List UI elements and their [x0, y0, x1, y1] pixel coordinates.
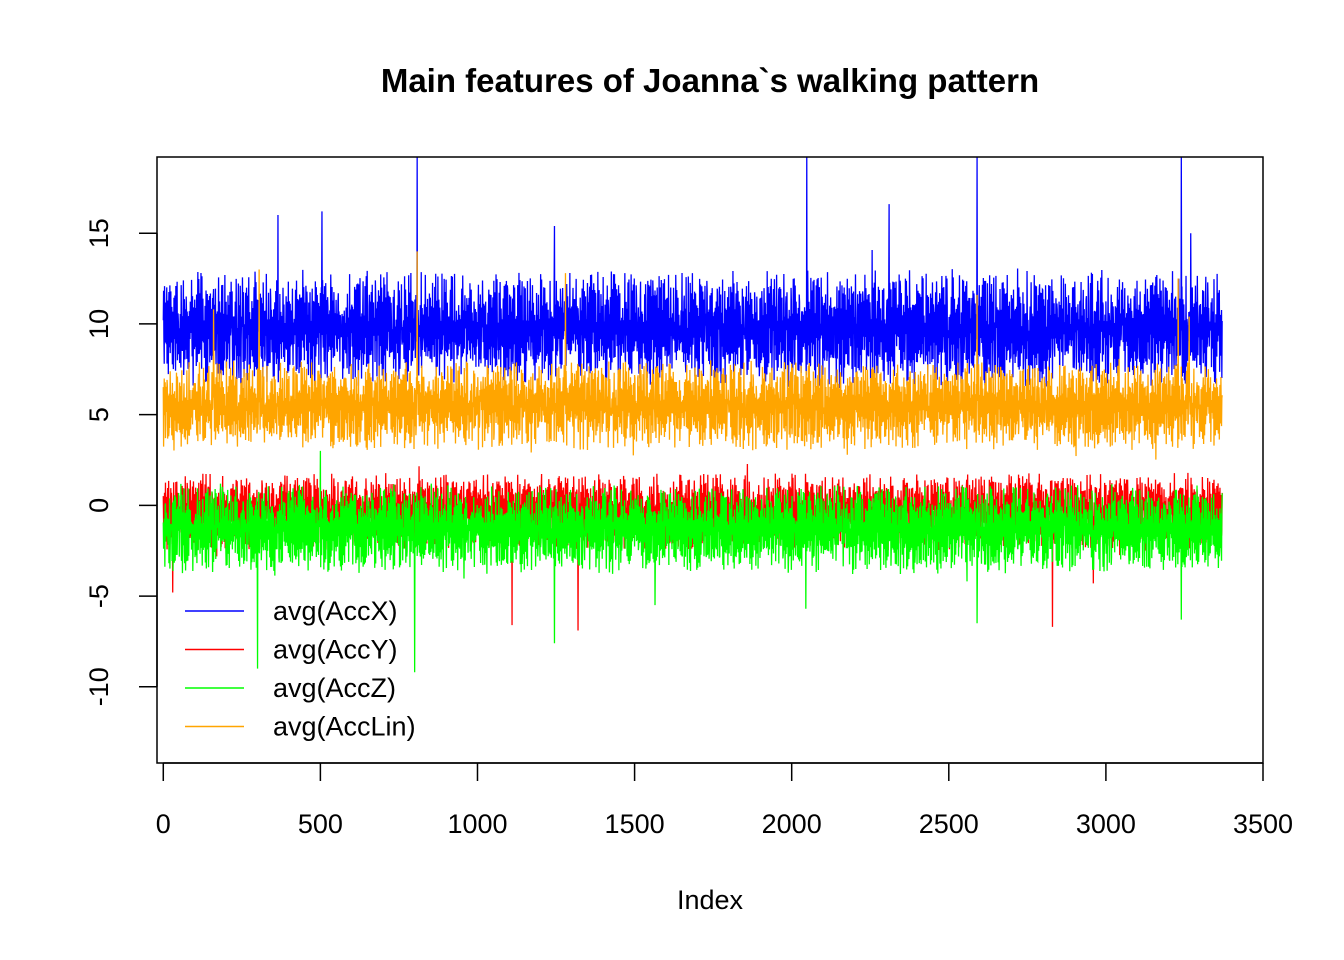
legend-label: avg(AccX): [273, 596, 398, 626]
chart-title: Main features of Joanna`s walking patter…: [381, 62, 1039, 99]
series-layer: [162, 157, 1223, 673]
x-tick-label: 500: [298, 809, 343, 839]
x-tick-label: 1000: [447, 809, 507, 839]
y-tick-label: 15: [84, 218, 114, 248]
y-tick-label: 10: [84, 309, 114, 339]
series-line-3: [162, 450, 1223, 673]
legend-label: avg(AccLin): [273, 712, 416, 742]
y-tick-label: 0: [84, 498, 114, 513]
x-tick-label: 2000: [762, 809, 822, 839]
x-tick-label: 0: [156, 809, 171, 839]
series-line-1: [162, 157, 1223, 388]
y-axis: -10 -5 0 5 10 15: [84, 218, 158, 706]
y-tick-label: -10: [84, 667, 114, 706]
x-tick-label: 3500: [1233, 809, 1293, 839]
y-tick-label: 5: [84, 407, 114, 422]
legend-label: avg(AccZ): [273, 673, 396, 703]
x-axis: 0 500 1000 1500 2000 2500 3000 3500: [156, 762, 1293, 839]
x-tick-label: 2500: [919, 809, 979, 839]
y-tick-label: -5: [84, 584, 114, 608]
series-line-2: [162, 464, 1223, 631]
x-tick-label: 3000: [1076, 809, 1136, 839]
legend-label: avg(AccY): [273, 635, 398, 665]
x-tick-label: 1500: [605, 809, 665, 839]
series-line-4: [162, 251, 1223, 460]
legend: avg(AccX) avg(AccY) avg(AccZ) avg(AccLin): [185, 596, 416, 742]
x-axis-label: Index: [677, 885, 744, 915]
